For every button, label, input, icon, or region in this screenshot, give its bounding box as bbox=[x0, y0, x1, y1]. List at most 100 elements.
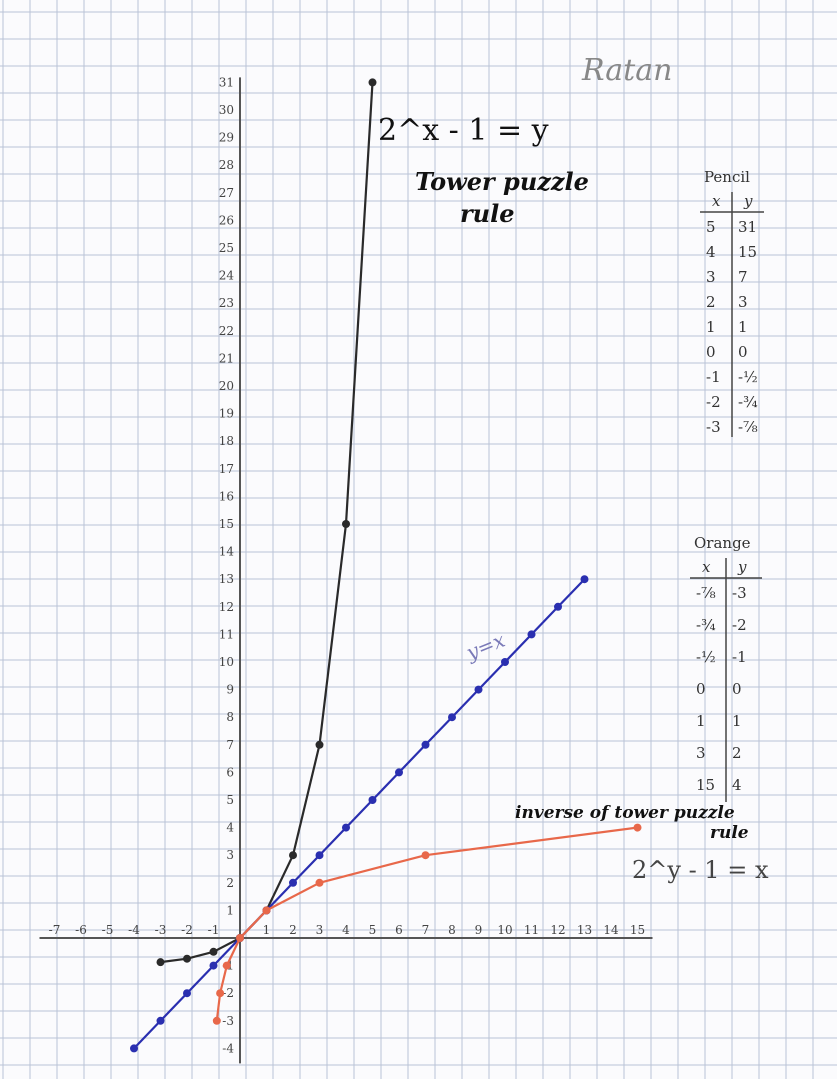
table-cell: -⅞ bbox=[738, 418, 758, 436]
series-point-unnamed bbox=[315, 851, 324, 860]
table-cell: -1 bbox=[732, 648, 747, 666]
y-tick-label: -3 bbox=[222, 1014, 234, 1028]
table-cell: 1 bbox=[738, 318, 748, 336]
table-cell: -3 bbox=[706, 418, 721, 436]
x-tick-label: 15 bbox=[630, 923, 645, 937]
series-point-unnamed bbox=[527, 630, 536, 639]
x-tick-label: -7 bbox=[49, 923, 61, 937]
red-equation-label: 2^y - 1 = x bbox=[632, 856, 769, 884]
y-tick-label: 25 bbox=[219, 241, 234, 255]
series-point-orange bbox=[421, 851, 430, 860]
series-point-unnamed bbox=[289, 878, 297, 887]
y-tick-label: 28 bbox=[219, 158, 234, 172]
y-tick-label: 13 bbox=[219, 572, 234, 586]
table-cell: -¾ bbox=[738, 393, 758, 411]
table-header-cell: y bbox=[743, 192, 753, 210]
table-cell: 0 bbox=[696, 680, 706, 698]
series-point-unnamed bbox=[342, 823, 350, 832]
table-header-cell: x bbox=[712, 192, 721, 210]
x-tick-label: -4 bbox=[128, 923, 140, 937]
table-cell: 1 bbox=[706, 318, 716, 336]
series-line-unnamed bbox=[132, 578, 586, 1050]
x-tick-label: 4 bbox=[342, 923, 350, 937]
y-tick-label: 4 bbox=[226, 821, 234, 835]
x-tick-label: 3 bbox=[316, 923, 324, 937]
series-point-orange bbox=[222, 961, 231, 970]
y-tick-label: 5 bbox=[226, 793, 234, 807]
table-cell: 4 bbox=[706, 243, 716, 261]
y-tick-label: 26 bbox=[219, 213, 234, 227]
y-tick-label: 17 bbox=[219, 462, 234, 476]
table-cell: 0 bbox=[706, 343, 716, 361]
table-cell: -2 bbox=[732, 616, 747, 634]
table-header-cell: y bbox=[737, 558, 747, 576]
series-point-pencil bbox=[342, 520, 350, 528]
x-tick-label: 9 bbox=[475, 923, 483, 937]
y-tick-label: 23 bbox=[219, 296, 234, 310]
x-tick-label: 1 bbox=[263, 923, 271, 937]
orange-table: Orange x y -⅞ -3 -¾ -2 -½ -1 0 0 1 1 3 2 15 4 bbox=[690, 534, 762, 802]
y-tick-label: 8 bbox=[226, 710, 234, 724]
table-cell: 2 bbox=[706, 293, 716, 311]
y-tick-labels: -4-3-2-112345678910111213141516171819202… bbox=[219, 75, 235, 1055]
black-equation-label: 2^x - 1 = y bbox=[378, 113, 549, 148]
series-point-pencil bbox=[315, 740, 324, 749]
table-cell: 2 bbox=[732, 744, 742, 762]
x-tick-label: 10 bbox=[497, 923, 512, 937]
x-tick-label: 12 bbox=[550, 923, 565, 937]
table-cell: 7 bbox=[738, 268, 748, 286]
table-cell: 0 bbox=[738, 343, 748, 361]
series-point-pencil bbox=[289, 851, 297, 860]
x-tick-label: -2 bbox=[181, 923, 193, 937]
x-tick-label: -3 bbox=[155, 923, 167, 937]
table-cell: 1 bbox=[696, 712, 706, 730]
red-curve-label-line2: rule bbox=[710, 823, 749, 843]
y-tick-label: 21 bbox=[219, 351, 234, 365]
x-tick-labels: -7 -6 -5 -4 -3 -2 -1 1 2 3 4 5 6 7 8 9 10 11 12 13 14 15 bbox=[49, 923, 645, 937]
black-curve-label-line2: rule bbox=[460, 199, 514, 228]
table-cell: 0 bbox=[732, 680, 742, 698]
series-point-unnamed bbox=[448, 713, 456, 722]
series-point-unnamed bbox=[130, 1044, 138, 1053]
table-cell: -1 bbox=[706, 368, 721, 386]
table-cell: 5 bbox=[706, 218, 716, 236]
table-header-cell: x bbox=[702, 558, 711, 576]
y-tick-label: 15 bbox=[219, 517, 234, 531]
y-tick-label: 7 bbox=[226, 738, 234, 752]
x-tick-label: 5 bbox=[369, 923, 377, 937]
y-tick-label: 2 bbox=[226, 876, 234, 890]
x-tick-label: -6 bbox=[75, 923, 87, 937]
x-tick-label: 13 bbox=[577, 923, 592, 937]
y-tick-label: 18 bbox=[219, 434, 234, 448]
series-point-orange bbox=[236, 934, 244, 942]
x-tick-label: 14 bbox=[603, 923, 619, 937]
table-cell: 4 bbox=[732, 776, 742, 794]
y-tick-label: -4 bbox=[222, 1041, 234, 1055]
table-cell: 15 bbox=[696, 776, 715, 794]
y-tick-label: 27 bbox=[219, 186, 234, 200]
y-tick-label: 19 bbox=[219, 407, 234, 421]
x-tick-label: 7 bbox=[422, 923, 430, 937]
table-cell: 31 bbox=[738, 218, 757, 236]
axes bbox=[39, 77, 653, 1064]
y-tick-label: 10 bbox=[219, 655, 234, 669]
orange-table-title: Orange bbox=[694, 534, 751, 552]
table-cell: -⅞ bbox=[696, 584, 716, 602]
series-point-orange bbox=[315, 878, 324, 887]
series-point-unnamed bbox=[421, 740, 430, 749]
black-curve-label-line1: Tower puzzle bbox=[415, 167, 589, 196]
y-tick-label: 11 bbox=[219, 627, 234, 641]
y-tick-label: 16 bbox=[219, 489, 234, 503]
plot-series bbox=[130, 78, 642, 1053]
series-point-orange bbox=[216, 989, 225, 998]
series-point-unnamed bbox=[554, 602, 562, 611]
series-point-pencil bbox=[156, 958, 165, 967]
y-tick-label: -2 bbox=[222, 986, 234, 1000]
y-tick-label: 6 bbox=[226, 765, 234, 779]
series-point-unnamed bbox=[395, 768, 403, 777]
y-tick-label: 12 bbox=[219, 600, 234, 614]
y-tick-label: 9 bbox=[226, 683, 234, 697]
series-point-unnamed bbox=[474, 685, 483, 694]
